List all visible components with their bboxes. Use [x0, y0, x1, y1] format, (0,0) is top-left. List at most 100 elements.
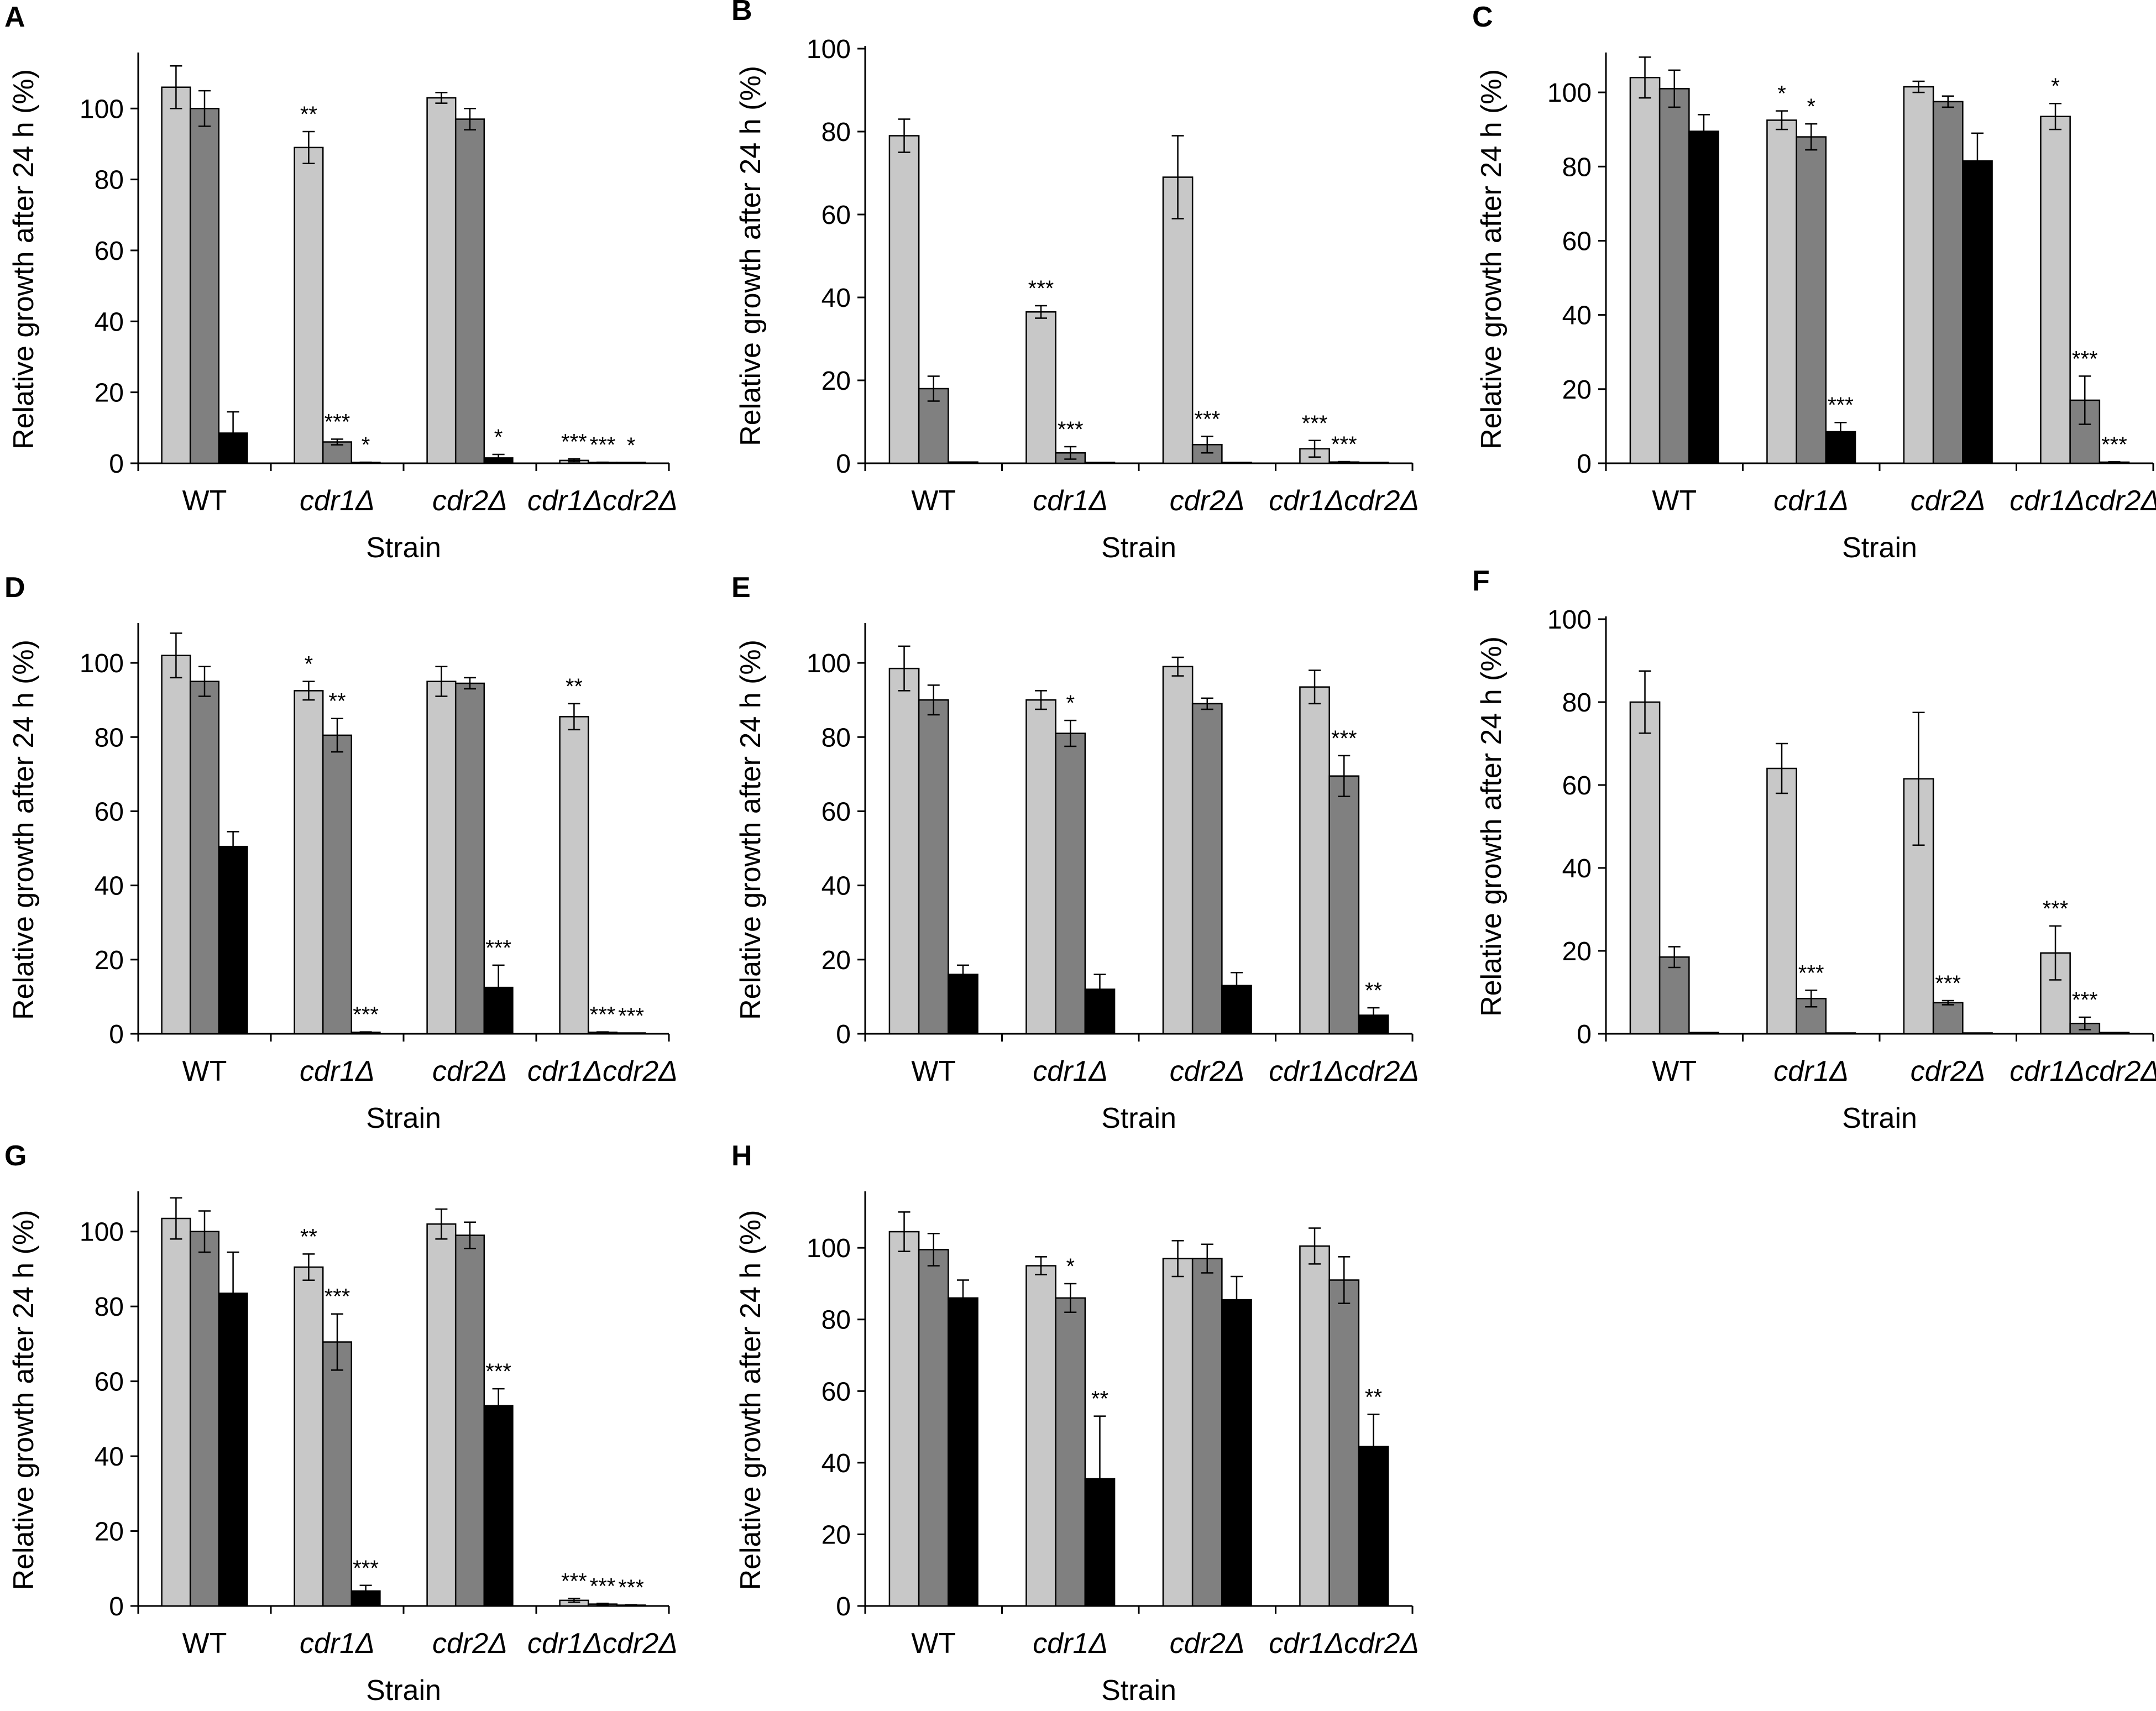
panel-f: F Relative growth after 24 h (%) 0 20 40 60 80… [1472, 565, 2156, 1134]
y-tick-label: 60 [95, 237, 124, 266]
bar-mid-cdr2delta [1932, 1002, 1964, 1035]
y-tick-label: 60 [95, 797, 124, 826]
significance-label: *** [2072, 988, 2098, 1012]
x-tick-label-cdr2delta: cdr2Δ [1170, 485, 1245, 517]
y-axis-title: Relative growth after 24 h (%) [1475, 69, 1508, 449]
bar-light-cdr2delta [1162, 666, 1194, 1035]
significance-label: ** [1091, 1387, 1108, 1411]
x-tick-label-cdr1deltacdr2delta: cdr1Δcdr2Δ [1269, 1055, 1419, 1087]
significance-label: *** [485, 1359, 511, 1384]
bar-dark-cdr1deltacdr2delta [1358, 462, 1389, 464]
y-tick-label: 80 [821, 1306, 851, 1335]
error-bar [435, 92, 448, 104]
significance-label: * [1777, 82, 1786, 106]
x-tick-label-cdr2delta: cdr2Δ [1170, 1055, 1245, 1087]
error-bar [1776, 110, 1788, 130]
bar-dark-cdr2delta [1221, 462, 1252, 464]
panel-e: E Relative growth after 24 h (%) 0 20 40 60 80… [731, 572, 1419, 1134]
error-bar [927, 684, 940, 716]
x-tick-label-wt: WT [911, 485, 956, 517]
bar-light-cdr1delta [1766, 119, 1797, 464]
x-tick-label-cdr1delta: cdr1Δ [1773, 1055, 1849, 1087]
error-bar [331, 438, 343, 446]
x-axis-title: Strain [1842, 1102, 1917, 1134]
error-bar [1942, 95, 1954, 108]
significance-label: * [2051, 74, 2060, 98]
bar-mid-wt [189, 681, 220, 1035]
error-bar [568, 1598, 580, 1603]
x-axis-title: Strain [366, 1675, 441, 1707]
error-bar [956, 964, 969, 985]
y-tick-label: 0 [109, 449, 124, 479]
bar-light-wt [1629, 701, 1661, 1035]
significance-label: *** [590, 1003, 616, 1027]
error-bar [1093, 1415, 1106, 1542]
error-bar [1201, 1243, 1213, 1274]
y-axis-title: Relative growth after 24 h (%) [735, 1210, 767, 1590]
error-bar [302, 681, 315, 701]
significance-label: * [627, 433, 636, 458]
bar-dark-wt [948, 461, 978, 464]
bar-mid-wt [1658, 956, 1690, 1035]
panel-letter: A [4, 1, 25, 33]
error-bar [2079, 375, 2091, 425]
bar-light-cdr1delta [1025, 311, 1056, 464]
error-bar [198, 1210, 211, 1253]
panel-letter: H [731, 1140, 752, 1172]
bar-light-wt [888, 135, 920, 464]
error-bar [302, 130, 315, 164]
x-tick-label-cdr1delta: cdr1Δ [1033, 1055, 1108, 1087]
x-tick-label-wt: WT [1652, 1055, 1697, 1087]
y-tick-label: 100 [80, 1218, 124, 1247]
y-tick-label: 0 [1577, 449, 1592, 479]
significance-label: *** [1935, 971, 1961, 996]
x-tick-label-cdr1delta: cdr1Δ [1033, 485, 1108, 517]
significance-label: *** [2043, 897, 2069, 921]
y-axis-title: Relative growth after 24 h (%) [8, 640, 40, 1020]
bar-mid-cdr1delta [1055, 1297, 1086, 1607]
bar-mid-wt [1658, 88, 1690, 464]
significance-label: ** [328, 689, 346, 714]
error-bar [568, 703, 580, 731]
error-bar [492, 453, 505, 463]
panel-letter: C [1472, 1, 1493, 33]
bar-mid-cdr1delta [1055, 732, 1086, 1035]
y-tick-label: 100 [807, 35, 851, 64]
error-bar [359, 461, 372, 464]
bar-light-cdr1deltacdr2delta [1299, 686, 1330, 1035]
error-bar [1912, 711, 1925, 846]
bar-light-cdr2delta [1903, 86, 1934, 464]
y-tick-label: 20 [821, 367, 851, 396]
y-tick-label: 60 [821, 1377, 851, 1406]
x-tick-label-wt: WT [1652, 485, 1697, 517]
y-tick-label: 0 [836, 449, 851, 479]
bar-light-cdr1delta [1766, 767, 1797, 1035]
error-bar [1093, 974, 1106, 1005]
x-tick-label-cdr1delta: cdr1Δ [300, 485, 375, 517]
error-bar [1171, 656, 1184, 677]
significance-label: *** [1331, 726, 1357, 751]
x-tick-label-cdr2delta: cdr2Δ [1911, 485, 1986, 517]
significance-label: *** [590, 433, 616, 457]
y-tick-label: 60 [821, 201, 851, 230]
bar-dark-cdr1delta [1825, 1032, 1856, 1035]
panel-b: B Relative growth after 24 h (%) 0 20 40 60 80… [731, 0, 1419, 564]
error-bar [1201, 697, 1213, 710]
x-tick-label-cdr1deltacdr2delta: cdr1Δcdr2Δ [2010, 485, 2156, 517]
y-tick-label: 20 [95, 946, 124, 975]
panel-g: G Relative growth after 24 h (%) 0 20 40 60 80… [4, 1140, 678, 1707]
y-axis-title: Relative growth after 24 h (%) [1475, 636, 1508, 1017]
error-bar [1201, 436, 1213, 454]
y-tick-label: 60 [1562, 227, 1592, 256]
error-bar [927, 1233, 940, 1267]
x-axis-title: Strain [1101, 532, 1176, 564]
y-tick-label: 80 [821, 118, 851, 147]
error-bar [227, 1251, 239, 1336]
x-tick-label-cdr1delta: cdr1Δ [300, 1628, 375, 1660]
x-axis-title: Strain [1842, 532, 1917, 564]
bar-mid-cdr1deltacdr2delta [1328, 775, 1360, 1035]
significance-label: *** [2072, 347, 2098, 371]
y-tick-label: 40 [95, 1442, 124, 1472]
bar-dark-wt [218, 1293, 248, 1607]
